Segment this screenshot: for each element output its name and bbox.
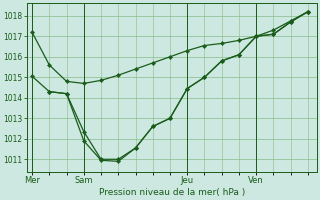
X-axis label: Pression niveau de la mer( hPa ): Pression niveau de la mer( hPa ) — [99, 188, 245, 197]
